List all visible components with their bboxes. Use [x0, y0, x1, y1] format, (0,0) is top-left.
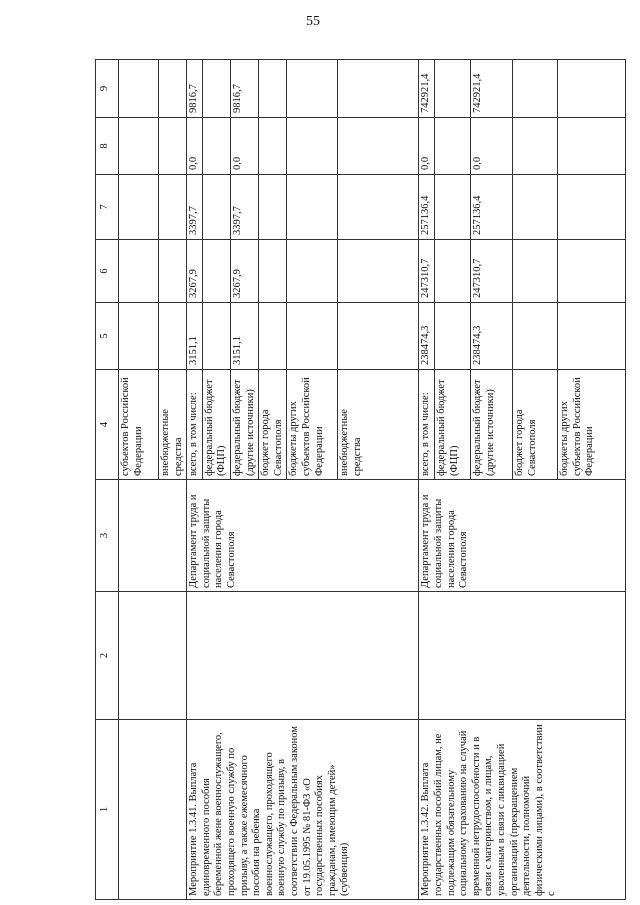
measure-name-cell: Мероприятие 1.3.42. Выплата государствен… [418, 719, 626, 900]
page-number: 55 [306, 14, 320, 29]
value-cell: 9816,7 [230, 59, 259, 118]
value-cell [258, 302, 287, 370]
value-cell: 257136,4 [470, 174, 513, 240]
value-cell: 742921,4 [418, 59, 435, 118]
value-cell [258, 174, 287, 240]
header-cell: 7 [95, 174, 119, 240]
value-cell: 0,0 [470, 117, 513, 175]
source-cell: федеральный бюджет (другие источники) [230, 369, 259, 480]
header-cell: 2 [95, 591, 119, 720]
empty-cell [186, 591, 419, 720]
value-cell: 3267,9 [186, 239, 203, 303]
source-cell: федеральный бюджет (ФЦП) [434, 369, 471, 480]
value-cell [286, 117, 338, 175]
value-cell: 9816,7 [186, 59, 203, 118]
value-cell [512, 59, 558, 118]
value-cell [512, 174, 558, 240]
source-cell: бюджеты других субъектов Российской Феде… [557, 369, 626, 480]
value-cell [557, 302, 626, 370]
source-cell: субъектов Российской Федерации [118, 369, 159, 480]
value-cell: 3397,7 [230, 174, 259, 240]
value-cell [512, 117, 558, 175]
header-cell: 5 [95, 302, 119, 370]
funding-table: 1 2 3 4 5 6 7 8 9 субъектов Российской Ф… [95, 59, 626, 900]
value-cell [202, 302, 231, 370]
value-cell [557, 174, 626, 240]
value-cell [286, 59, 338, 118]
source-cell: бюджет города Севастополя [512, 369, 558, 480]
header-cell: 1 [95, 719, 119, 900]
value-cell [434, 174, 471, 240]
header-cell: 9 [95, 59, 119, 118]
value-cell [286, 239, 338, 303]
value-cell [337, 59, 419, 118]
value-cell: 257136,4 [418, 174, 435, 240]
value-cell: 3151,1 [186, 302, 203, 370]
value-cell [557, 59, 626, 118]
executor-cell: Департамент труда и социальной защиты на… [418, 479, 626, 592]
empty-cell [118, 479, 187, 592]
header-cell: 4 [95, 369, 119, 480]
value-cell [434, 239, 471, 303]
header-cell: 3 [95, 479, 119, 592]
table-row: Мероприятие 1.3.42. Выплата государствен… [418, 59, 626, 900]
value-cell [557, 239, 626, 303]
measure-name-cell: Мероприятие 1.3.41. Выплата единовременн… [186, 719, 419, 900]
empty-cell [118, 719, 187, 900]
value-cell [512, 239, 558, 303]
value-cell: 3267,9 [230, 239, 259, 303]
source-cell: федеральный бюджет (другие источники) [470, 369, 513, 480]
source-cell: всего, в том числе: [186, 369, 203, 480]
value-cell [258, 239, 287, 303]
value-cell [202, 239, 231, 303]
value-cell: 3397,7 [186, 174, 203, 240]
executor-cell: Департамент труда и социальной защиты на… [186, 479, 419, 592]
source-cell: федеральный бюджет (ФЦП) [202, 369, 231, 480]
value-cell [286, 174, 338, 240]
source-cell: бюджет города Севастополя [258, 369, 287, 480]
rotated-table-container: 1 2 3 4 5 6 7 8 9 субъектов Российской Ф… [95, 59, 626, 900]
value-cell [557, 117, 626, 175]
value-cell: 238474,3 [418, 302, 435, 370]
source-cell: внебюджетные средства [158, 369, 187, 480]
table-row: Мероприятие 1.3.41. Выплата единовременн… [186, 59, 419, 900]
value-cell [202, 174, 231, 240]
table-row: субъектов Российской Федерации [118, 59, 187, 900]
value-cell [258, 59, 287, 118]
header-row: 1 2 3 4 5 6 7 8 9 [95, 59, 119, 900]
value-cell [337, 174, 419, 240]
value-cell [202, 59, 231, 118]
value-cell: 247310,7 [470, 239, 513, 303]
header-cell: 8 [95, 117, 119, 175]
value-cell [337, 117, 419, 175]
value-cell [434, 59, 471, 118]
source-cell: всего, в том числе: [418, 369, 435, 480]
value-cell: 247310,7 [418, 239, 435, 303]
value-cell [202, 117, 231, 175]
value-cell [512, 302, 558, 370]
value-cell [434, 117, 471, 175]
value-cell [434, 302, 471, 370]
value-cell [337, 302, 419, 370]
empty-cell [118, 591, 187, 720]
value-cell [337, 239, 419, 303]
value-cell [286, 302, 338, 370]
value-cell: 238474,3 [470, 302, 513, 370]
value-cell: 3151,1 [230, 302, 259, 370]
value-cell: 0,0 [418, 117, 435, 175]
header-cell: 6 [95, 239, 119, 303]
value-cell: 742921,4 [470, 59, 513, 118]
value-cell [258, 117, 287, 175]
empty-cell [418, 591, 626, 720]
value-cell: 0,0 [186, 117, 203, 175]
source-cell: внебюджетные средства [337, 369, 419, 480]
source-cell: бюджеты других субъектов Российской Феде… [286, 369, 338, 480]
value-cell: 0,0 [230, 117, 259, 175]
